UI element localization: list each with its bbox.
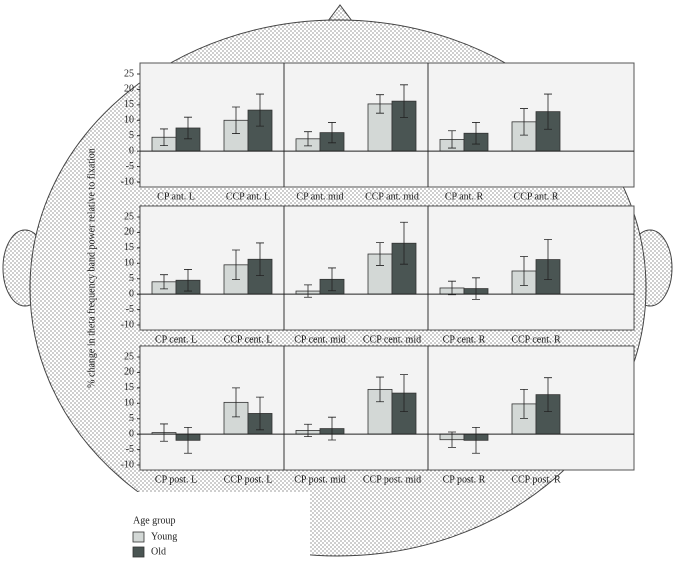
x-tick-label: CCP cent. R <box>511 334 561 345</box>
error-bar <box>184 269 192 292</box>
y-tick-label: 25 <box>124 211 134 222</box>
error-bar <box>304 284 312 298</box>
x-tick-label: CP cent. R <box>443 334 486 345</box>
error-bar <box>472 277 480 300</box>
x-tick-label: CP cent. mid <box>294 334 346 345</box>
y-tick-label: -10 <box>121 176 134 187</box>
y-tick-label: 20 <box>124 227 134 238</box>
y-tick-label: -5 <box>126 304 134 315</box>
x-tick-label: CCP post. L <box>224 474 273 485</box>
error-bar <box>232 106 240 134</box>
error-bar <box>376 242 384 266</box>
y-tick-label: -10 <box>121 459 134 470</box>
error-bar <box>520 108 528 136</box>
error-bar <box>400 221 408 265</box>
y-tick-label: 5 <box>129 413 134 424</box>
x-tick-label: CCP ant. R <box>514 191 559 202</box>
y-tick-label: 20 <box>124 84 134 95</box>
error-bar <box>328 267 336 292</box>
error-bar <box>304 131 312 147</box>
y-tick-label: -5 <box>126 161 134 172</box>
error-bar <box>256 396 264 431</box>
x-tick-label: CCP ant. mid <box>365 191 419 202</box>
error-bar <box>328 416 336 441</box>
error-bar <box>448 280 456 296</box>
y-tick-label: 15 <box>124 242 134 253</box>
y-tick-label: -5 <box>126 444 134 455</box>
error-bar <box>448 130 456 149</box>
error-bar <box>184 116 192 140</box>
legend-swatch <box>132 531 145 543</box>
x-tick-label: CCP post. R <box>511 474 561 485</box>
error-bar <box>520 256 528 286</box>
y-tick-label: -10 <box>121 319 134 330</box>
x-tick-label: CCP post. mid <box>363 474 421 485</box>
x-tick-label: CP post. L <box>155 474 197 485</box>
y-tick-label: 20 <box>124 367 134 378</box>
y-tick-label: 10 <box>124 398 134 409</box>
y-tick-label: 5 <box>129 273 134 284</box>
error-bar <box>544 377 552 413</box>
error-bar <box>400 374 408 413</box>
y-tick-label: 15 <box>124 99 134 110</box>
y-tick-label: 15 <box>124 382 134 393</box>
legend-title: Age group <box>133 515 176 526</box>
x-tick-label: CCP cent. L <box>224 334 273 345</box>
error-bar <box>376 94 384 114</box>
error-bar <box>160 128 168 146</box>
y-axis-label: % change in theta frequency band power r… <box>86 148 97 388</box>
x-tick-label: CP ant. mid <box>296 191 343 202</box>
legend-label: Young <box>151 531 177 542</box>
error-bar <box>232 387 240 418</box>
x-tick-label: CCP ant. L <box>226 191 270 202</box>
error-bar <box>376 376 384 403</box>
x-tick-label: CP ant. L <box>157 191 195 202</box>
error-bar <box>328 122 336 144</box>
x-tick-label: CP ant. R <box>445 191 484 202</box>
error-bar <box>400 84 408 118</box>
error-bar <box>544 239 552 281</box>
error-bar <box>520 389 528 419</box>
y-tick-label: 0 <box>129 428 134 439</box>
x-tick-label: CP post. R <box>443 474 486 485</box>
error-bar <box>160 274 168 290</box>
y-tick-label: 5 <box>129 130 134 141</box>
error-bar <box>472 426 480 454</box>
error-bar <box>160 423 168 442</box>
legend-label: Old <box>151 546 166 557</box>
y-tick-label: 25 <box>124 351 134 362</box>
x-tick-label: CCP cent. mid <box>363 334 421 345</box>
y-tick-label: 10 <box>124 115 134 126</box>
error-bar <box>232 249 240 281</box>
error-bar <box>544 93 552 130</box>
legend-swatch <box>132 546 145 558</box>
y-tick-label: 0 <box>129 145 134 156</box>
y-tick-label: 25 <box>124 68 134 79</box>
x-tick-label: CP cent. L <box>155 334 197 345</box>
y-tick-label: 10 <box>124 258 134 269</box>
error-bar <box>256 242 264 277</box>
error-bar <box>472 122 480 145</box>
error-bar <box>256 93 264 127</box>
y-tick-label: 0 <box>129 288 134 299</box>
error-bar <box>184 426 192 454</box>
x-tick-label: CP post. mid <box>294 474 346 485</box>
